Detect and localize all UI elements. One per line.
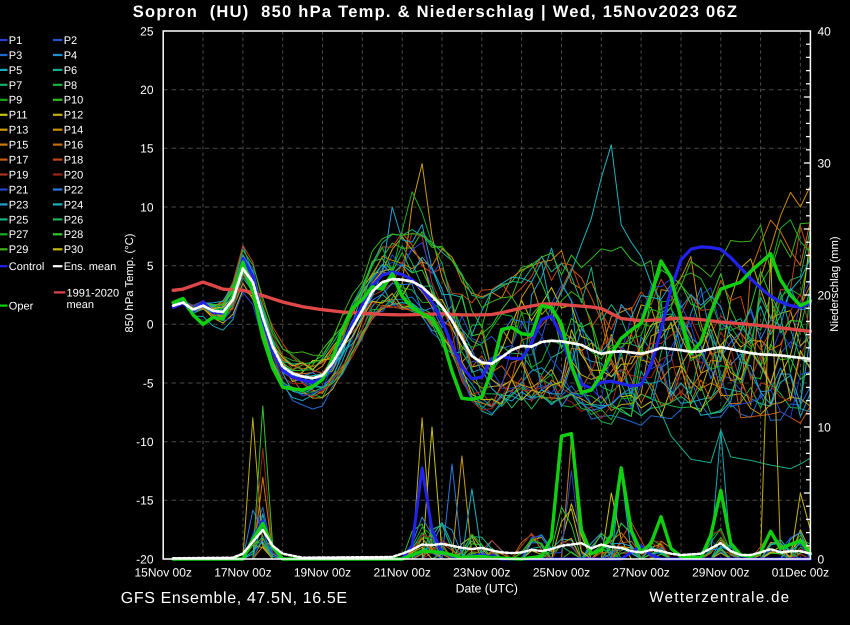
svg-text:P2: P2 xyxy=(64,35,77,47)
svg-text:21Nov 00z: 21Nov 00z xyxy=(374,566,431,580)
svg-text:0: 0 xyxy=(818,552,825,566)
svg-text:Date (UTC): Date (UTC) xyxy=(456,582,518,596)
svg-text:20: 20 xyxy=(140,83,154,97)
svg-text:01Dec 00z: 01Dec 00z xyxy=(772,566,829,580)
svg-text:P20: P20 xyxy=(64,169,84,181)
svg-text:P4: P4 xyxy=(64,50,77,62)
svg-text:P8: P8 xyxy=(64,80,77,92)
svg-text:P24: P24 xyxy=(64,199,84,211)
svg-text:P28: P28 xyxy=(64,229,84,241)
svg-text:850 hPa Temp. (°C): 850 hPa Temp. (°C) xyxy=(124,233,136,332)
svg-text:25Nov 00z: 25Nov 00z xyxy=(533,566,590,580)
svg-text:20: 20 xyxy=(818,288,832,302)
svg-text:10: 10 xyxy=(140,200,154,214)
svg-text:Sopron (HU) 850 hPa Temp. &: Sopron (HU) 850 hPa Temp. & Niederschlag… xyxy=(133,3,738,21)
svg-text:GFS Ensemble, 47.5N, 16.5E: GFS Ensemble, 47.5N, 16.5E xyxy=(121,590,348,607)
svg-text:-5: -5 xyxy=(143,376,154,390)
svg-text:25: 25 xyxy=(140,24,154,38)
svg-text:P10: P10 xyxy=(64,95,84,107)
svg-text:P9: P9 xyxy=(9,95,22,107)
svg-text:27Nov 00z: 27Nov 00z xyxy=(612,566,669,580)
svg-text:40: 40 xyxy=(818,24,832,38)
svg-text:10: 10 xyxy=(818,420,832,434)
svg-text:-15: -15 xyxy=(136,494,154,508)
svg-text:P13: P13 xyxy=(9,125,29,137)
svg-text:P15: P15 xyxy=(9,140,29,152)
svg-text:Niederschlag (mm): Niederschlag (mm) xyxy=(829,236,841,332)
svg-text:P7: P7 xyxy=(9,80,22,92)
svg-text:Oper: Oper xyxy=(9,301,34,313)
svg-text:17Nov 00z: 17Nov 00z xyxy=(214,566,271,580)
svg-text:P3: P3 xyxy=(9,50,22,62)
svg-text:P22: P22 xyxy=(64,184,84,196)
svg-text:30: 30 xyxy=(818,156,832,170)
svg-text:P16: P16 xyxy=(64,140,84,152)
svg-text:P11: P11 xyxy=(9,110,28,122)
svg-text:15Nov 00z: 15Nov 00z xyxy=(135,566,192,580)
svg-text:23Nov 00z: 23Nov 00z xyxy=(453,566,510,580)
svg-text:Ens. mean: Ens. mean xyxy=(64,261,117,273)
svg-text:P19: P19 xyxy=(9,169,29,181)
svg-text:5: 5 xyxy=(147,259,154,273)
svg-text:15: 15 xyxy=(140,142,154,156)
svg-text:P27: P27 xyxy=(9,229,29,241)
svg-text:P25: P25 xyxy=(9,214,29,226)
svg-text:19Nov 00z: 19Nov 00z xyxy=(294,566,351,580)
svg-text:P29: P29 xyxy=(9,244,29,256)
svg-text:P12: P12 xyxy=(64,110,84,122)
svg-text:Wetterzentrale.de: Wetterzentrale.de xyxy=(649,589,790,606)
svg-text:0: 0 xyxy=(147,318,154,332)
svg-text:Control: Control xyxy=(9,261,44,273)
svg-text:P30: P30 xyxy=(64,244,84,256)
svg-text:29Nov 00z: 29Nov 00z xyxy=(692,566,749,580)
svg-text:P1: P1 xyxy=(9,35,22,47)
svg-text:-10: -10 xyxy=(136,435,154,449)
svg-text:P6: P6 xyxy=(64,65,77,77)
svg-text:mean: mean xyxy=(67,299,95,311)
svg-text:P5: P5 xyxy=(9,65,22,77)
svg-text:-20: -20 xyxy=(136,552,154,566)
svg-text:P18: P18 xyxy=(64,155,84,167)
svg-text:P26: P26 xyxy=(64,214,84,226)
svg-text:P21: P21 xyxy=(9,184,29,196)
svg-text:P17: P17 xyxy=(9,155,29,167)
svg-text:P23: P23 xyxy=(9,199,29,211)
svg-text:P14: P14 xyxy=(64,125,84,137)
svg-text:1991-2020: 1991-2020 xyxy=(67,287,120,299)
